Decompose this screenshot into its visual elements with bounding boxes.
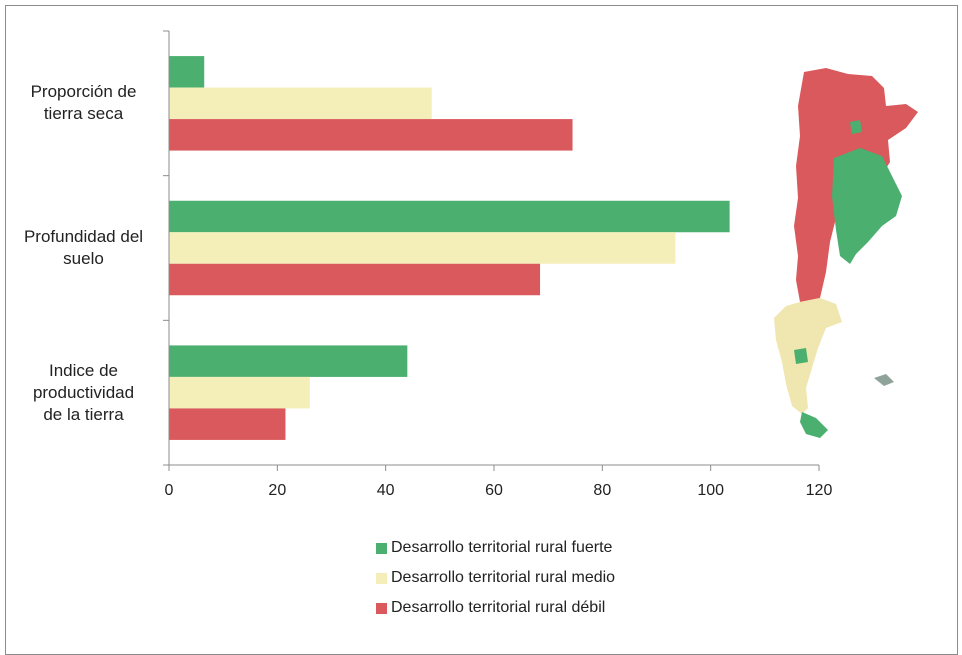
x-tick-label: 120 <box>806 482 833 499</box>
category-label-line: productividad <box>32 382 135 402</box>
bar <box>169 408 286 440</box>
argentina-map-icon <box>774 68 918 438</box>
x-tick-label: 80 <box>593 482 611 499</box>
x-tick-label: 0 <box>165 482 174 499</box>
bar-chart: 0 20 40 60 80 100 120 <box>163 30 833 499</box>
legend-swatch <box>376 572 387 584</box>
category-label-line: Proporción de <box>30 82 137 102</box>
bar <box>169 119 573 151</box>
legend-label: Desarrollo territorial rural débil <box>391 599 606 616</box>
legend-item: Desarrollo territorial rural fuerte <box>376 533 615 563</box>
category-label-line: Profundidad del <box>23 227 144 246</box>
category-label-line: suelo <box>63 249 104 268</box>
bar <box>169 376 310 409</box>
category-label: Indice de productividad de la tierra <box>6 360 161 426</box>
category-label: Profundidad del suelo <box>6 226 161 270</box>
category-label-line: de la tierra <box>43 404 124 424</box>
bar <box>169 200 730 233</box>
legend-label: Desarrollo territorial rural medio <box>391 569 616 586</box>
x-tick-label: 40 <box>377 482 395 499</box>
bar <box>169 263 541 296</box>
chart-frame: 0 20 40 60 80 100 120 Proporción de tierra seca… <box>5 5 958 655</box>
legend-swatch <box>376 602 387 614</box>
legend-item: Desarrollo territorial rural medio <box>376 563 615 593</box>
category-label-line: tierra seca <box>43 104 124 124</box>
x-tick-label: 100 <box>697 482 724 499</box>
bar <box>169 232 676 264</box>
bar <box>169 345 408 377</box>
legend-label: Desarrollo territorial rural fuerte <box>391 539 613 556</box>
category-label: Proporción de tierra seca <box>6 81 161 125</box>
bar <box>169 87 432 120</box>
legend-swatch <box>376 542 387 554</box>
bar <box>169 56 205 88</box>
legend-item: Desarrollo territorial rural débil <box>376 593 615 623</box>
category-label-line: Indice de <box>49 360 118 380</box>
legend: Desarrollo territorial rural fuerte Desar… <box>376 533 615 623</box>
x-tick-label: 20 <box>268 482 286 499</box>
x-tick-label: 60 <box>485 482 503 499</box>
